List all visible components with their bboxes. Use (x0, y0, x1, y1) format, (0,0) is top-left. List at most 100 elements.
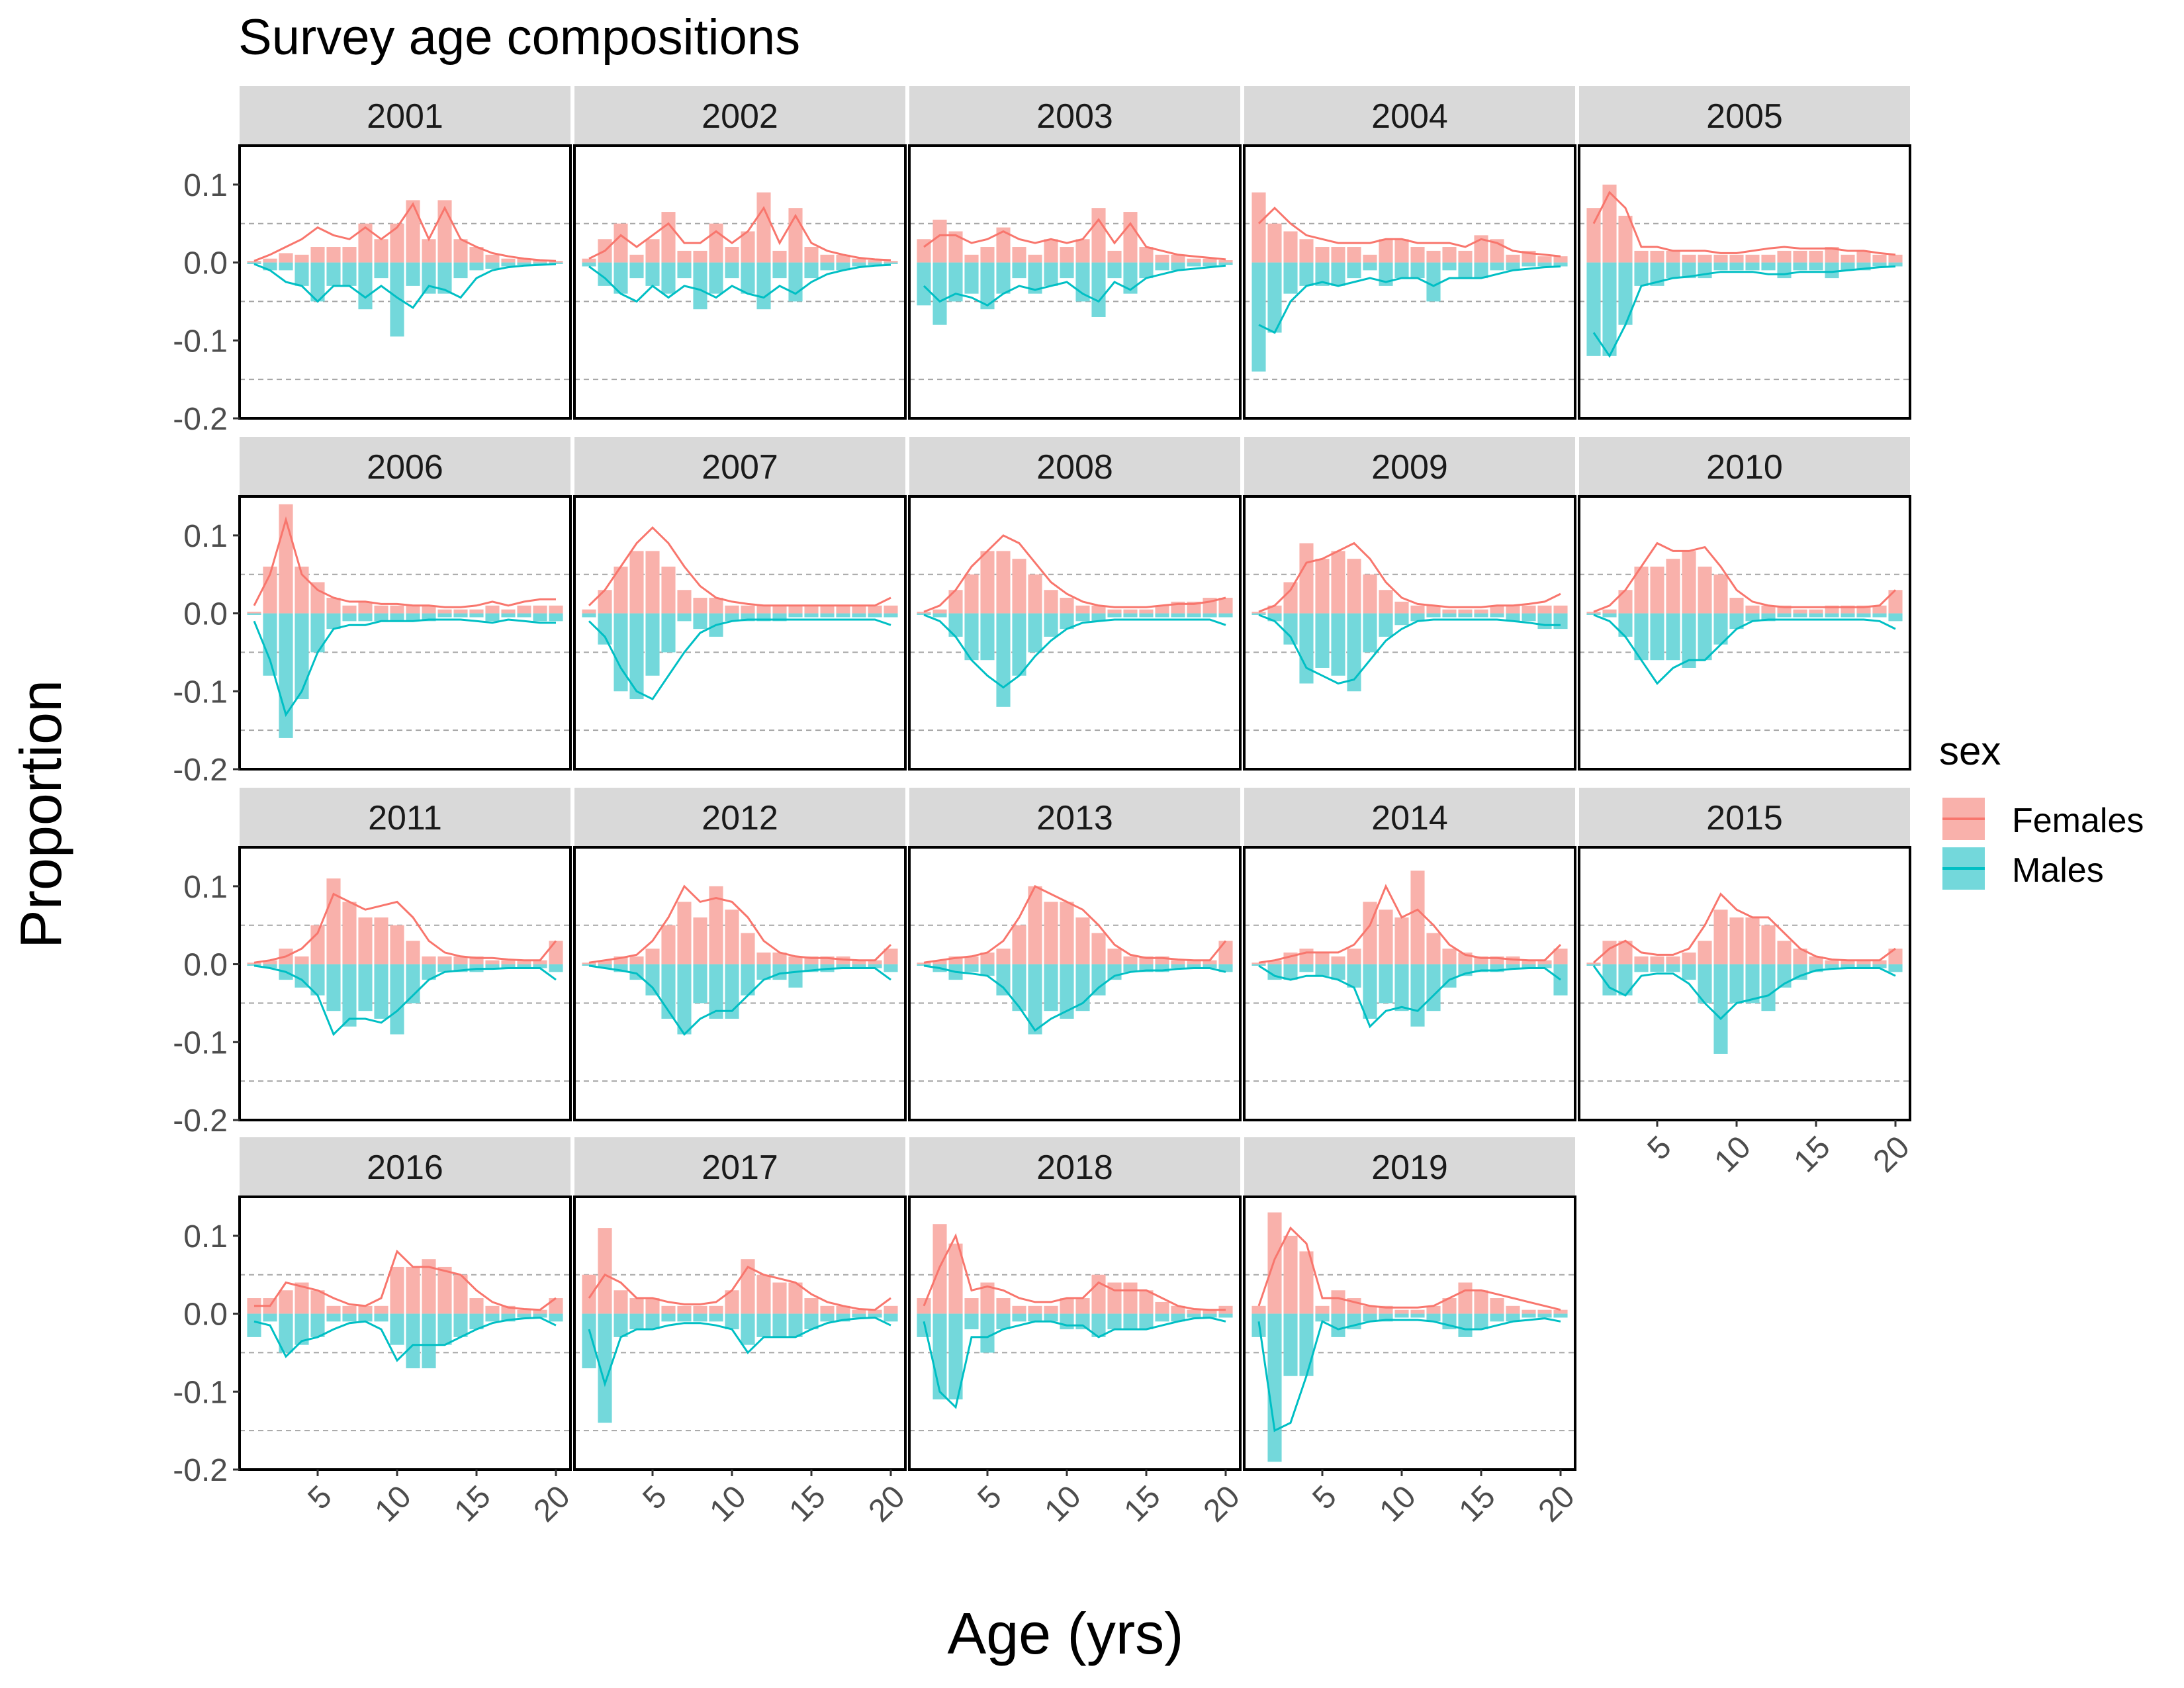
bar-female (1856, 605, 1871, 614)
bar-female (852, 258, 866, 263)
bar-male (310, 613, 325, 653)
bar-male (582, 1313, 596, 1368)
strip-label: 2004 (1371, 97, 1448, 136)
line-female-expected (253, 516, 556, 608)
panel-border (573, 1196, 907, 1471)
bar-female (1506, 605, 1520, 614)
bar-male (326, 613, 341, 630)
bar-male (1426, 262, 1441, 302)
bar-male (1745, 964, 1760, 1004)
bar-male (517, 964, 531, 968)
facet-panel-2001: 2001 0.1 0.0 -0.1 -0.2 (173, 86, 572, 437)
bar-male (1809, 262, 1823, 271)
bar-male (741, 262, 755, 294)
bar-male (422, 262, 436, 294)
bar-female (836, 605, 850, 614)
bar-female (1139, 247, 1154, 263)
strip-background (1244, 437, 1575, 496)
strip-label: 2008 (1036, 448, 1113, 487)
bar-female (948, 956, 963, 964)
line-female-expected (588, 206, 891, 261)
bar-female (741, 605, 755, 614)
bar-female (1553, 256, 1568, 263)
bar-female (1841, 605, 1855, 614)
bar-male (1682, 964, 1696, 980)
bar-male (1426, 613, 1441, 618)
bar-female (1841, 960, 1855, 964)
line-female-expected (1593, 892, 1896, 964)
legend: sex Females Males (1939, 729, 2144, 890)
bar-female (645, 949, 660, 964)
x-tick-label: 10 (1373, 1479, 1423, 1528)
bar-male (517, 613, 531, 618)
bar-female (836, 1305, 850, 1314)
x-tick-label: 20 (1867, 1129, 1917, 1179)
bar-female (469, 247, 484, 263)
bar-female (1171, 1305, 1185, 1314)
bar-male (1553, 613, 1568, 630)
bar-male (1012, 613, 1026, 676)
bar-male (1602, 964, 1617, 996)
bar-female (1107, 949, 1122, 964)
bar-male (1363, 262, 1377, 271)
bar-male (1650, 262, 1664, 286)
bar-female (709, 886, 723, 964)
bar-female (804, 247, 819, 263)
bar-male (996, 613, 1011, 707)
bar-male (501, 262, 516, 267)
bar-male (1187, 1313, 1201, 1318)
bar-male (1315, 613, 1330, 668)
bar-female (1537, 605, 1552, 614)
bar-male (549, 262, 563, 264)
bar-male (1729, 613, 1744, 630)
bar-female (629, 551, 644, 614)
bar-male (1888, 262, 1903, 267)
bar-female (1203, 1309, 1217, 1314)
bar-male (677, 613, 692, 622)
bar-female (964, 1298, 979, 1314)
strip-label: 2010 (1706, 448, 1783, 487)
bar-male (1107, 964, 1122, 980)
strip-label: 2003 (1036, 97, 1113, 136)
bar-male (1777, 613, 1792, 618)
bar-female (1028, 1305, 1042, 1314)
bar-male (964, 1313, 979, 1330)
bar-female (1682, 952, 1696, 964)
bar-male (1872, 262, 1887, 267)
bar-female (358, 601, 373, 614)
strip-background (909, 788, 1240, 847)
bar-female (1155, 605, 1169, 614)
bar-female (852, 1309, 866, 1314)
bar-male (1745, 613, 1760, 622)
strip-label: 2013 (1036, 799, 1113, 837)
bar-male (279, 1313, 293, 1353)
bar-male (1809, 613, 1823, 618)
bar-male (453, 262, 468, 279)
bar-male (437, 964, 452, 972)
bar-female (310, 1290, 325, 1314)
bar-female (485, 254, 500, 263)
bar-male (1490, 613, 1504, 618)
bar-male (501, 613, 516, 618)
bar-male (1044, 262, 1058, 286)
bar-male (996, 1313, 1011, 1330)
bar-male (374, 964, 388, 1019)
bar-female (645, 1298, 660, 1314)
bar-female (1187, 1309, 1201, 1314)
bar-male (263, 964, 277, 968)
bar-female (517, 1309, 531, 1314)
bar-female (533, 605, 547, 614)
bar-male (1553, 1313, 1568, 1318)
bar-male (1267, 613, 1282, 622)
facet-panel-2007: 2007 (573, 437, 907, 771)
bar-male (933, 613, 947, 618)
bar-male (756, 1313, 771, 1337)
bar-female (1458, 609, 1473, 614)
bar-male (1537, 964, 1552, 968)
legend-item-females: Females (1942, 798, 2144, 840)
bar-female (709, 223, 723, 263)
chart-title: Survey age compositions (238, 9, 800, 66)
bar-female (453, 609, 468, 614)
bar-male (390, 964, 404, 1035)
strip-label: 2006 (367, 448, 443, 487)
